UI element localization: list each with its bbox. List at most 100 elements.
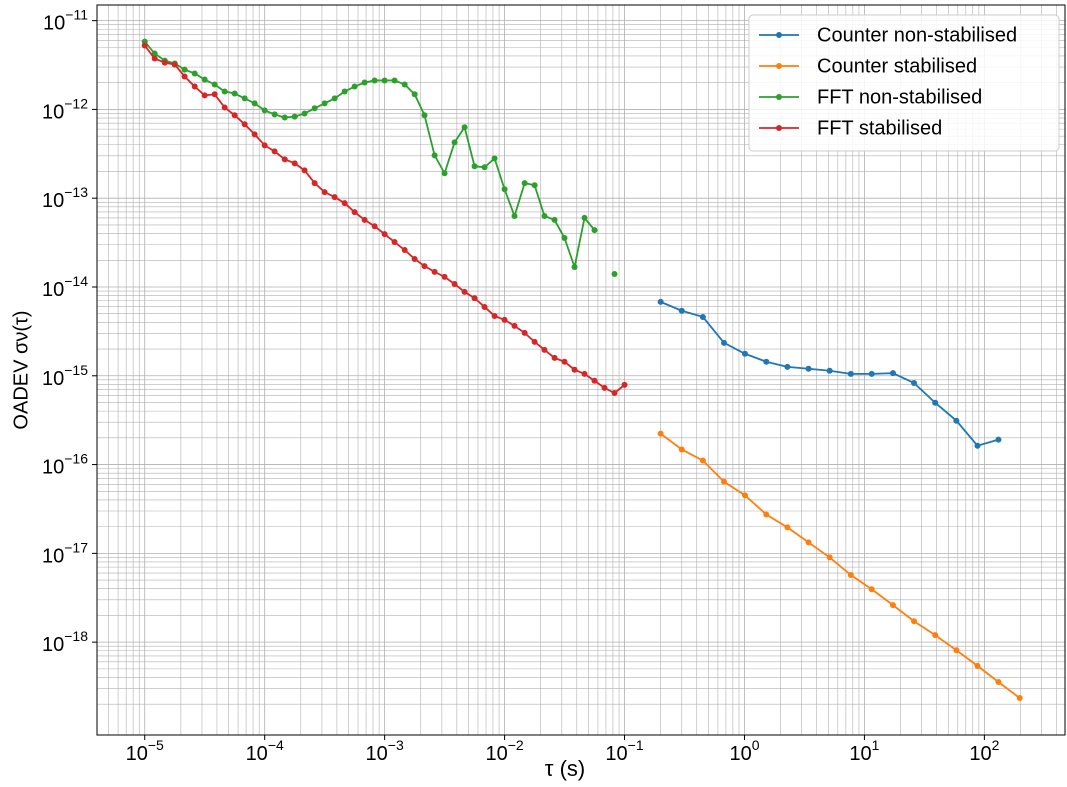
data-point [601, 384, 608, 391]
data-point [261, 142, 268, 149]
data-point [511, 322, 518, 329]
data-point [657, 298, 664, 305]
data-point [381, 77, 388, 84]
x-tick-label: 101 [849, 737, 879, 766]
data-point [241, 95, 248, 102]
data-point [932, 632, 939, 639]
data-point [251, 100, 258, 107]
data-point [171, 61, 178, 68]
data-point [271, 148, 278, 155]
data-point [678, 446, 685, 453]
legend-marker [776, 63, 782, 69]
data-point [561, 235, 568, 242]
data-point [291, 113, 298, 120]
data-point [678, 307, 685, 314]
data-point [361, 216, 368, 223]
data-point [461, 288, 468, 295]
data-point [826, 554, 833, 561]
data-point [889, 602, 896, 609]
data-point [301, 110, 308, 117]
data-point [995, 678, 1002, 685]
data-point [441, 170, 448, 177]
data-point [471, 295, 478, 302]
data-point [381, 231, 388, 238]
data-point [481, 303, 488, 310]
data-point [351, 83, 358, 90]
y-tick-label: 10−13 [42, 184, 88, 213]
legend-marker [776, 94, 782, 100]
data-point [251, 131, 258, 138]
data-point [391, 239, 398, 246]
y-tick-label: 10−18 [42, 628, 88, 657]
data-point [441, 273, 448, 280]
data-point [974, 662, 981, 669]
legend-label: Counter stabilised [817, 55, 977, 77]
legend-label: Counter non-stabilised [817, 24, 1017, 46]
data-point [551, 354, 558, 361]
data-point [763, 358, 770, 365]
data-point [341, 88, 348, 95]
data-point [541, 346, 548, 353]
data-point [281, 114, 288, 121]
data-point [571, 366, 578, 373]
plot-frame [96, 4, 1066, 736]
series-line [660, 301, 999, 447]
data-point [471, 163, 478, 170]
data-point [501, 316, 508, 323]
data-point [974, 442, 981, 449]
legend-marker [776, 125, 782, 131]
data-point [721, 339, 728, 346]
x-tick-label: 10−2 [485, 737, 523, 766]
y-axis-label: OADEV σν(τ) [10, 310, 32, 429]
data-point [311, 105, 318, 112]
data-point [331, 95, 338, 102]
data-point [491, 155, 498, 162]
y-tick-label: 10−17 [42, 539, 88, 568]
data-point [411, 91, 418, 98]
y-tick-label: 10−14 [42, 273, 88, 302]
data-point [211, 91, 218, 98]
data-point [521, 329, 528, 336]
legend-label: FFT non-stabilised [817, 86, 982, 108]
x-tick-label: 102 [969, 737, 999, 766]
data-point [763, 511, 770, 518]
data-point [301, 167, 308, 174]
data-point [411, 255, 418, 262]
data-point [521, 180, 528, 187]
data-point [401, 247, 408, 254]
data-point [371, 77, 378, 84]
data-point [531, 338, 538, 345]
data-point [1016, 694, 1023, 701]
data-point [995, 436, 1002, 443]
data-point [953, 417, 960, 424]
data-point [784, 524, 791, 531]
data-point [511, 213, 518, 220]
data-point [291, 160, 298, 167]
data-point [953, 647, 960, 654]
data-point [311, 180, 318, 187]
data-point [531, 182, 538, 189]
data-point [784, 363, 791, 370]
data-point [451, 139, 458, 146]
data-point [805, 539, 812, 546]
data-point [261, 107, 268, 114]
data-point [581, 214, 588, 221]
data-point [561, 358, 568, 365]
data-point [231, 90, 238, 97]
data-point [241, 121, 248, 128]
data-point [461, 124, 468, 131]
series-line [145, 42, 615, 274]
x-tick-label: 10−1 [605, 737, 643, 766]
data-point [847, 572, 854, 579]
data-point [191, 83, 198, 90]
legend-marker [776, 32, 782, 38]
legend-box [748, 14, 1060, 152]
data-point [868, 370, 875, 377]
data-point [889, 370, 896, 377]
data-point [491, 312, 498, 319]
data-point [181, 66, 188, 73]
data-point [932, 399, 939, 406]
data-point [581, 370, 588, 377]
data-point [321, 189, 328, 196]
y-tick-label: 10−15 [42, 361, 88, 390]
